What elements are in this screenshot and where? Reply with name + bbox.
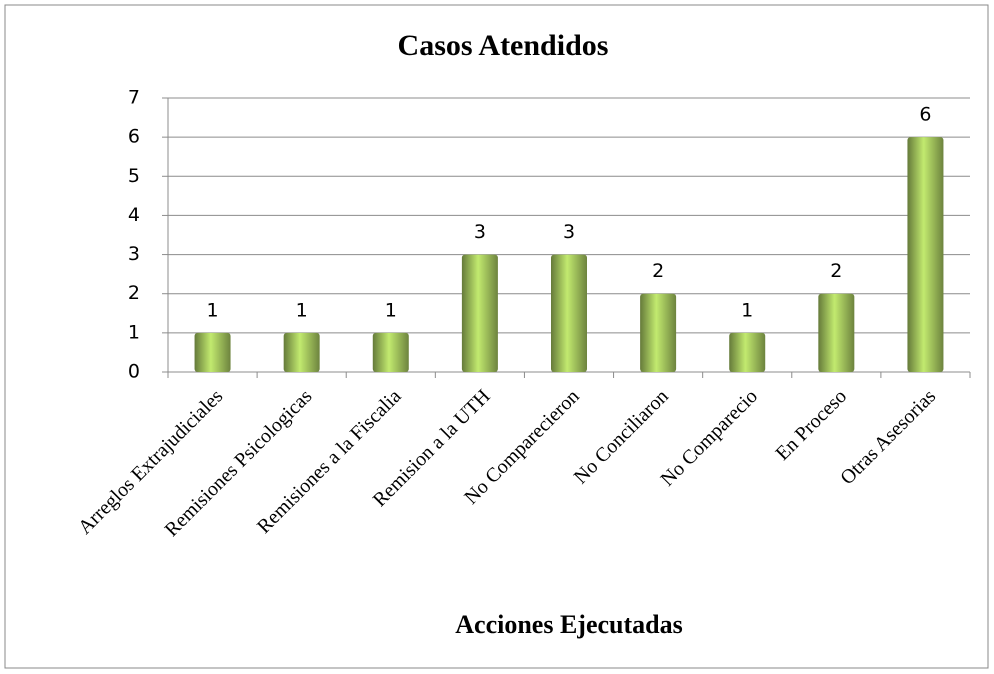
data-label: 6 <box>919 104 931 126</box>
y-tick-label: 3 <box>128 243 140 265</box>
data-label: 1 <box>207 299 219 321</box>
y-tick-label: 5 <box>128 165 140 187</box>
y-tick-label: 4 <box>128 204 140 226</box>
y-tick-label: 2 <box>128 282 140 304</box>
data-label: 1 <box>385 299 397 321</box>
bar <box>640 293 677 372</box>
y-tick-label: 1 <box>128 321 140 343</box>
bar <box>551 254 587 372</box>
y-tick-label: 0 <box>128 361 140 383</box>
y-tick-label: 6 <box>128 126 140 148</box>
bar <box>283 332 320 372</box>
data-label: 2 <box>830 260 842 282</box>
bar <box>461 254 498 372</box>
data-label: 1 <box>741 299 753 321</box>
chart-title: Casos Atendidos <box>398 29 609 62</box>
bar <box>818 293 855 372</box>
data-label: 3 <box>563 221 575 243</box>
bar <box>907 137 944 372</box>
data-label: 1 <box>296 299 308 321</box>
bar <box>194 332 231 372</box>
data-label: 3 <box>474 221 486 243</box>
y-tick-label: 7 <box>128 87 140 109</box>
bar <box>372 332 409 372</box>
x-axis-label: Acciones Ejecutadas <box>455 610 682 639</box>
data-label: 2 <box>652 260 664 282</box>
bar <box>729 332 766 372</box>
